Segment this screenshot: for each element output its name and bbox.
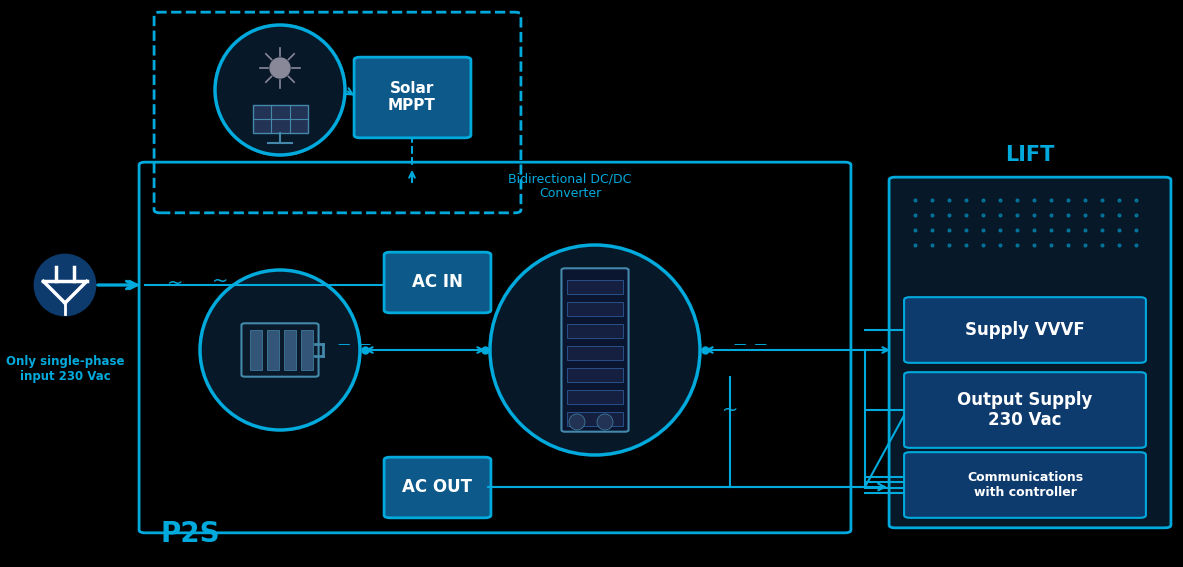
- Ellipse shape: [597, 414, 613, 430]
- FancyBboxPatch shape: [904, 297, 1146, 363]
- Ellipse shape: [490, 245, 700, 455]
- Bar: [567, 390, 623, 404]
- Bar: [567, 280, 623, 294]
- Text: —  —: — —: [338, 338, 371, 352]
- Text: —  —: — —: [733, 338, 767, 352]
- FancyBboxPatch shape: [354, 57, 471, 138]
- Bar: [567, 412, 623, 426]
- FancyBboxPatch shape: [384, 457, 491, 518]
- Bar: [567, 346, 623, 360]
- Ellipse shape: [270, 58, 290, 78]
- Bar: [267, 330, 279, 370]
- Text: Output Supply
230 Vac: Output Supply 230 Vac: [957, 391, 1093, 429]
- Text: ~: ~: [212, 272, 228, 290]
- Bar: [567, 368, 623, 382]
- FancyBboxPatch shape: [241, 323, 318, 376]
- Text: ~: ~: [167, 273, 183, 293]
- Text: P2S: P2S: [160, 520, 220, 548]
- FancyBboxPatch shape: [384, 252, 491, 313]
- Text: AC IN: AC IN: [412, 273, 463, 291]
- Text: LIFT: LIFT: [1006, 145, 1055, 165]
- Text: AC OUT: AC OUT: [402, 478, 472, 496]
- FancyBboxPatch shape: [904, 372, 1146, 448]
- FancyBboxPatch shape: [890, 177, 1171, 528]
- Text: Communications
with controller: Communications with controller: [967, 471, 1084, 499]
- Ellipse shape: [569, 414, 586, 430]
- FancyBboxPatch shape: [253, 105, 308, 133]
- Text: Supply VVVF: Supply VVVF: [965, 321, 1085, 339]
- FancyBboxPatch shape: [562, 268, 628, 431]
- Text: ~: ~: [722, 400, 738, 420]
- Bar: [250, 330, 261, 370]
- FancyBboxPatch shape: [904, 452, 1146, 518]
- Ellipse shape: [215, 25, 345, 155]
- Text: Solar
MPPT: Solar MPPT: [388, 81, 437, 113]
- Text: Only single-phase
input 230 Vac: Only single-phase input 230 Vac: [6, 355, 124, 383]
- Text: Bidirectional DC/DC
Converter: Bidirectional DC/DC Converter: [509, 172, 632, 200]
- Bar: [300, 330, 313, 370]
- Bar: [567, 302, 623, 316]
- Ellipse shape: [35, 255, 95, 315]
- Bar: [567, 324, 623, 338]
- Ellipse shape: [200, 270, 360, 430]
- Bar: [284, 330, 296, 370]
